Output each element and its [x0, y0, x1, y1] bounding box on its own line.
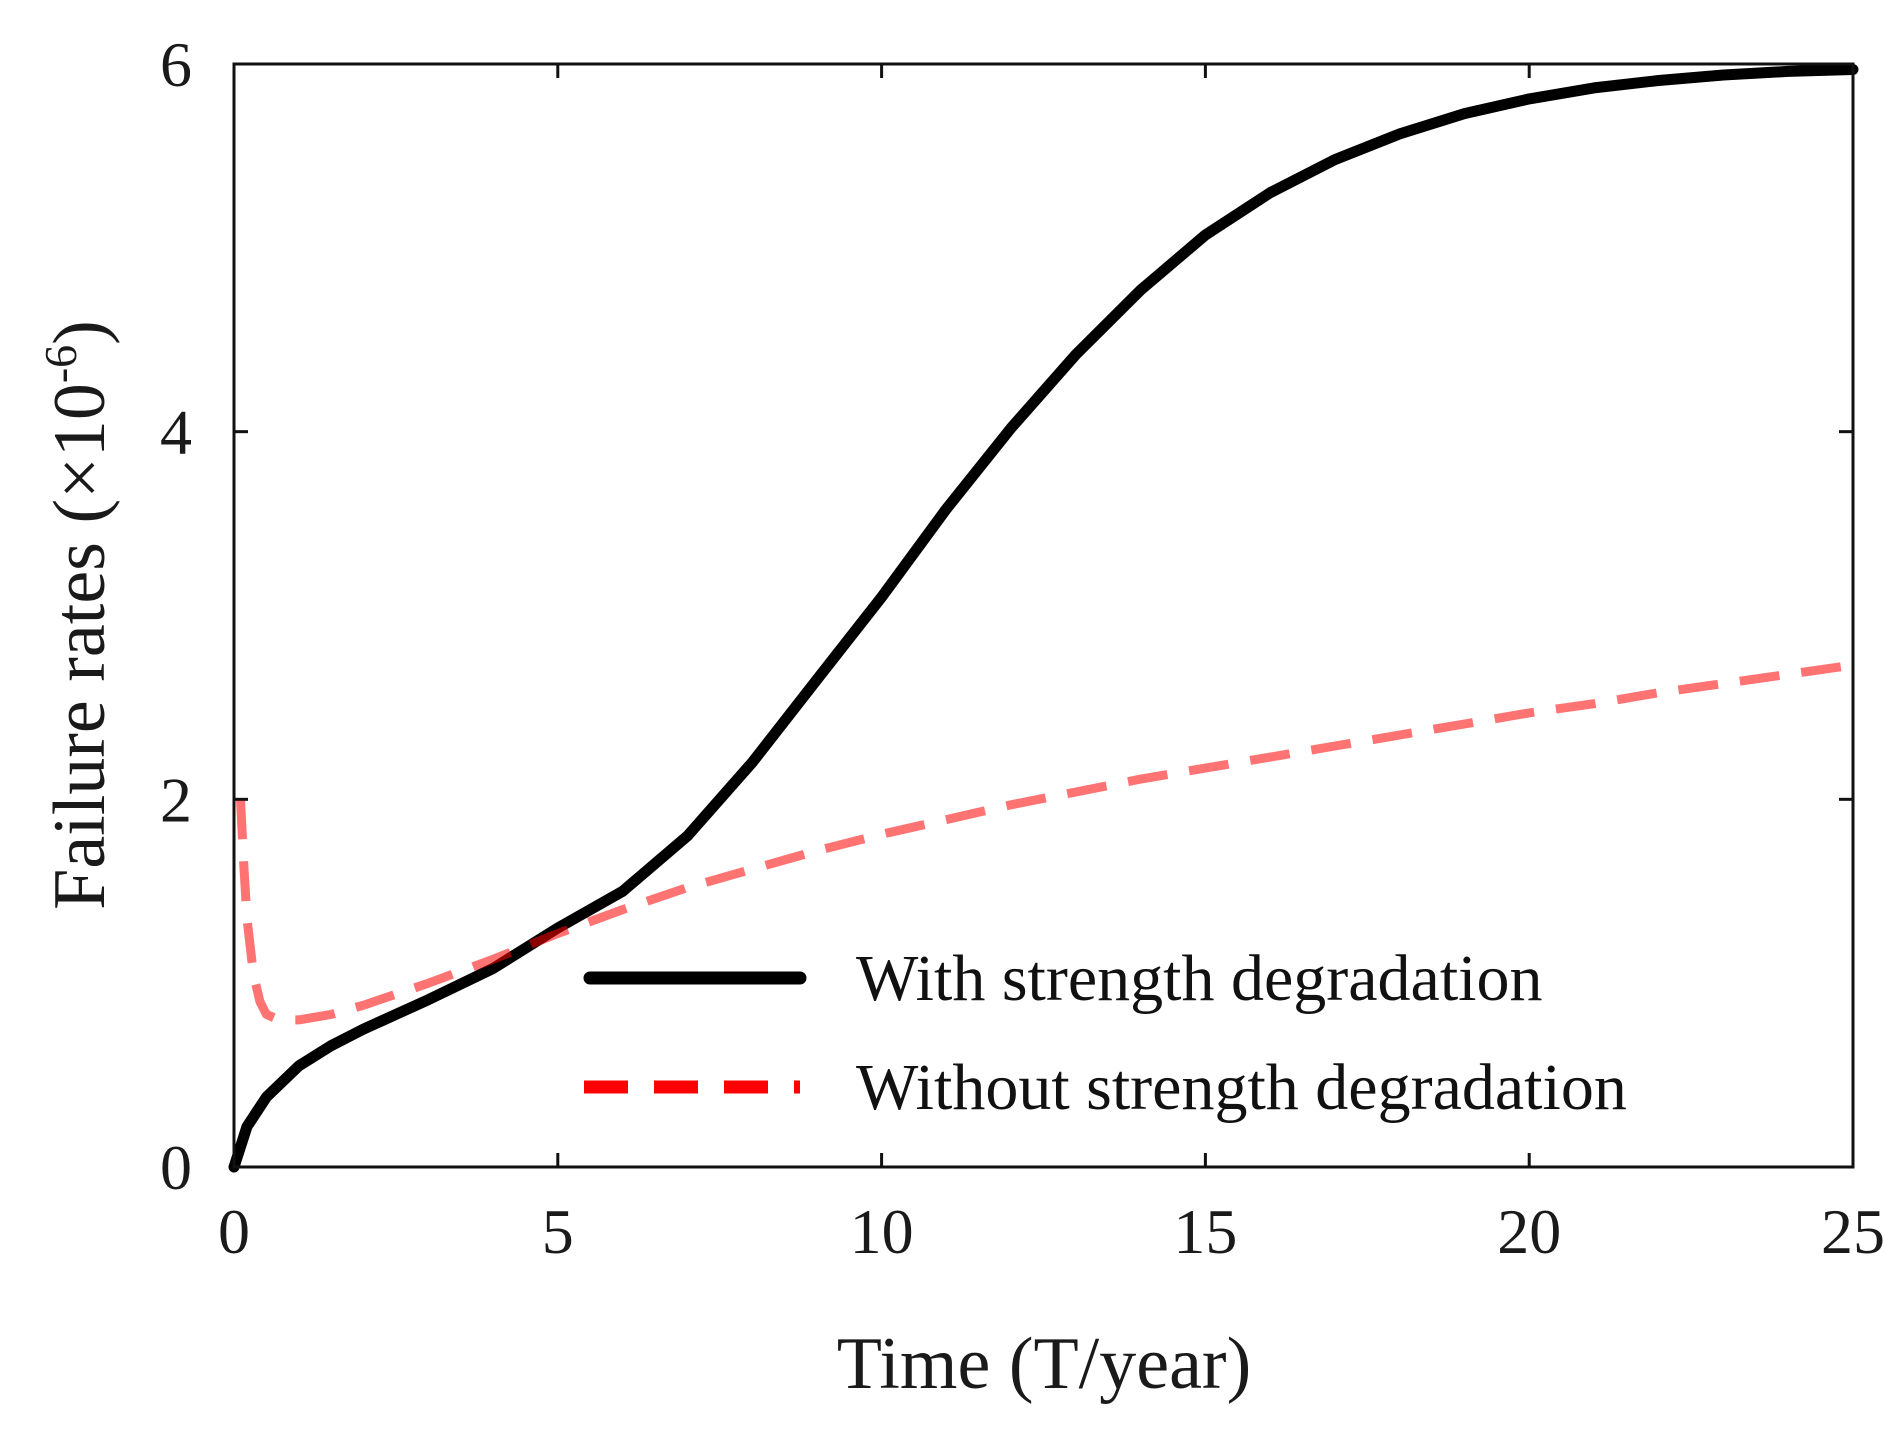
y-tick-label: 4 — [160, 397, 192, 468]
legend-label-with-degradation: With strength degradation — [856, 942, 1543, 1015]
x-tick-label: 10 — [850, 1196, 914, 1267]
y-tick-label: 0 — [160, 1132, 192, 1203]
x-tick-label: 25 — [1821, 1196, 1884, 1267]
tick-layer: 0 5 10 15 20 25 0 2 4 6 — [160, 29, 1884, 1267]
x-axis-title: Time (T/year) — [837, 1323, 1251, 1405]
legend: With strength degradation Without streng… — [583, 942, 1627, 1124]
legend-label-without-degradation: Without strength degradation — [856, 1051, 1627, 1124]
y-axis-title-main: Failure rates (×10 — [39, 383, 121, 910]
plot-frame — [232, 62, 1855, 1169]
x-tick-label: 0 — [218, 1196, 250, 1267]
x-tick-label: 15 — [1173, 1196, 1237, 1267]
series-layer — [228, 64, 1859, 1173]
x-tick-label: 20 — [1497, 1196, 1561, 1267]
y-axis-title-close: ) — [39, 320, 121, 345]
y-axis-title-exponent: -6 — [35, 345, 86, 383]
y-axis-title: Failure rates (×10-6) — [35, 320, 121, 910]
y-tick-label: 2 — [160, 764, 192, 835]
series-line-without-degradation — [236, 660, 1854, 1025]
y-tick-label: 6 — [160, 29, 192, 100]
series-line-with-degradation — [228, 64, 1859, 1173]
x-tick-label: 5 — [542, 1196, 574, 1267]
